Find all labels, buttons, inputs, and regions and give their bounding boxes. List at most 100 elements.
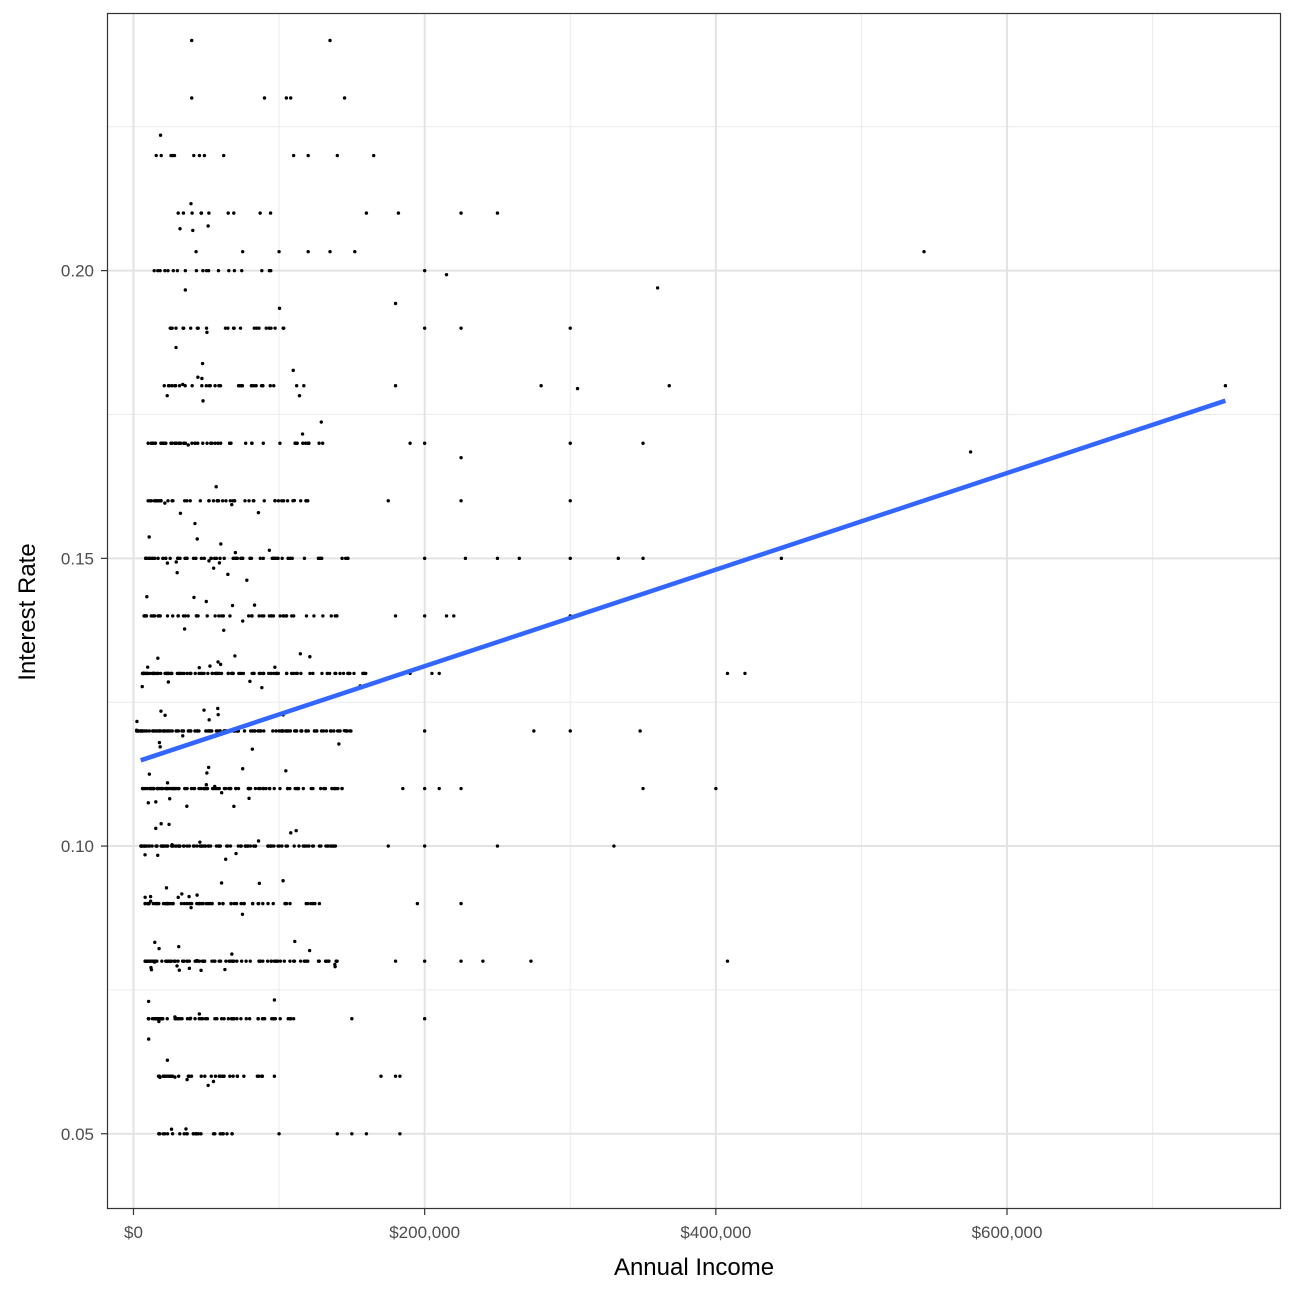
data-point (202, 708, 206, 712)
data-point (165, 901, 170, 906)
data-point (188, 1016, 192, 1021)
data-point (396, 211, 401, 215)
data-point (174, 844, 179, 848)
data-point (178, 1132, 182, 1136)
data-point (183, 268, 188, 273)
data-point (219, 1016, 224, 1021)
data-point (299, 499, 303, 503)
data-point (163, 901, 167, 906)
data-point (144, 844, 149, 848)
data-point (1223, 384, 1228, 388)
data-point (165, 393, 169, 398)
data-point (222, 1016, 226, 1021)
data-point (303, 959, 307, 963)
data-point (268, 844, 273, 848)
data-point (217, 614, 221, 618)
data-point (219, 614, 224, 618)
data-point (182, 901, 187, 906)
data-point (267, 548, 272, 553)
data-point (232, 804, 236, 809)
data-point (170, 843, 174, 847)
data-point (459, 326, 463, 330)
data-point (199, 1132, 203, 1136)
data-point (169, 153, 173, 158)
data-point (234, 786, 238, 791)
data-point (281, 879, 285, 883)
data-point (291, 959, 296, 963)
data-point (221, 1132, 225, 1136)
data-point (207, 499, 211, 503)
data-point (335, 1132, 339, 1136)
data-point (218, 1074, 223, 1078)
data-point (228, 614, 232, 618)
data-point (191, 786, 196, 791)
data-point (169, 1127, 174, 1131)
data-point (282, 614, 286, 618)
data-point (236, 786, 241, 791)
data-point (194, 268, 199, 273)
data-point (304, 729, 308, 733)
data-point (178, 556, 182, 561)
data-point (195, 537, 199, 541)
data-point (304, 614, 309, 618)
data-point (335, 959, 339, 963)
data-point (285, 499, 290, 503)
data-point (277, 249, 281, 254)
data-points (134, 38, 1228, 1136)
data-point (247, 796, 251, 801)
data-point (248, 844, 253, 848)
data-point (218, 1132, 222, 1136)
data-point (349, 729, 353, 733)
data-point (150, 844, 154, 848)
data-point (743, 671, 747, 676)
data-point (185, 844, 189, 848)
data-point (218, 556, 222, 561)
data-point (226, 211, 230, 215)
data-point (224, 499, 228, 503)
data-point (288, 959, 292, 963)
data-point (308, 671, 312, 676)
data-point (288, 786, 292, 791)
data-point (206, 1083, 210, 1088)
data-point (214, 485, 218, 489)
data-point (725, 959, 730, 963)
data-point (192, 153, 196, 158)
data-point (422, 844, 427, 848)
data-point (158, 671, 163, 676)
data-point (197, 1016, 201, 1021)
data-point (176, 786, 181, 791)
data-point (226, 844, 230, 848)
data-point (185, 959, 189, 963)
data-point (228, 1074, 232, 1078)
data-point (253, 786, 258, 791)
data-point (163, 501, 167, 505)
data-point (184, 1127, 188, 1131)
data-point (272, 959, 276, 963)
data-point (302, 384, 306, 388)
data-point (260, 614, 264, 618)
data-point (147, 1016, 151, 1021)
data-point (301, 441, 305, 445)
data-point (284, 769, 288, 773)
data-point (218, 384, 223, 388)
data-point (256, 901, 260, 906)
data-point (175, 268, 180, 273)
data-point (291, 1016, 296, 1021)
data-point (157, 740, 162, 745)
minor-gridlines (108, 14, 1280, 1208)
data-point (178, 511, 183, 515)
data-point (182, 959, 186, 963)
data-point (181, 211, 186, 215)
data-point (158, 499, 163, 503)
data-point (166, 729, 170, 733)
data-point (393, 959, 398, 963)
data-point (312, 614, 316, 618)
data-point (239, 671, 243, 676)
data-point (197, 1012, 202, 1016)
data-point (271, 901, 275, 906)
data-point (158, 133, 163, 137)
data-point (301, 844, 305, 848)
data-point (141, 786, 145, 791)
data-point (257, 614, 261, 618)
data-point (267, 326, 271, 330)
